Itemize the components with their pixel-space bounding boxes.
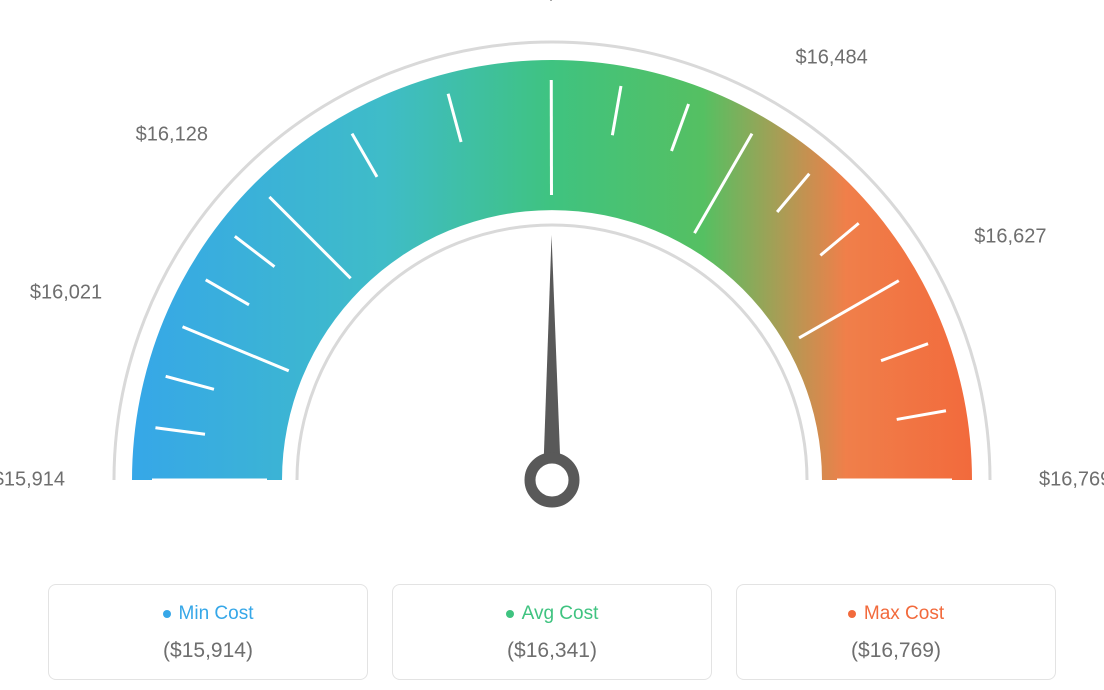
gauge-tick-label: $15,914 (0, 469, 65, 492)
legend-card-avg: Avg Cost ($16,341) (392, 584, 712, 680)
gauge-tick-label: $16,021 (30, 282, 102, 305)
legend-title-avg: Avg Cost (506, 603, 599, 625)
gauge-tick-label: $16,341 (515, 0, 587, 5)
gauge-tick-label: $16,627 (974, 226, 1046, 249)
gauge-tick-label: $16,484 (796, 47, 868, 70)
gauge-tick-label: $16,128 (136, 124, 208, 147)
legend-value-min: ($15,914) (59, 639, 357, 663)
legend-value-max: ($16,769) (747, 639, 1045, 663)
legend-label-min: Min Cost (179, 603, 254, 625)
legend-card-min: Min Cost ($15,914) (48, 584, 368, 680)
gauge-svg (0, 0, 1104, 560)
legend-card-max: Max Cost ($16,769) (736, 584, 1056, 680)
gauge-tick-label: $16,769 (1039, 469, 1104, 492)
legend-title-max: Max Cost (848, 603, 944, 625)
legend-row: Min Cost ($15,914) Avg Cost ($16,341) Ma… (0, 584, 1104, 680)
cost-gauge-chart: $15,914 $16,021 $16,128 $16,341 $16,484 $16,6… (0, 0, 1104, 690)
legend-title-min: Min Cost (163, 603, 254, 625)
gauge-area: $15,914 $16,021 $16,128 $16,341 $16,484 $16,6… (0, 0, 1104, 560)
legend-label-avg: Avg Cost (522, 603, 599, 625)
legend-label-max: Max Cost (864, 603, 944, 625)
legend-value-avg: ($16,341) (403, 639, 701, 663)
